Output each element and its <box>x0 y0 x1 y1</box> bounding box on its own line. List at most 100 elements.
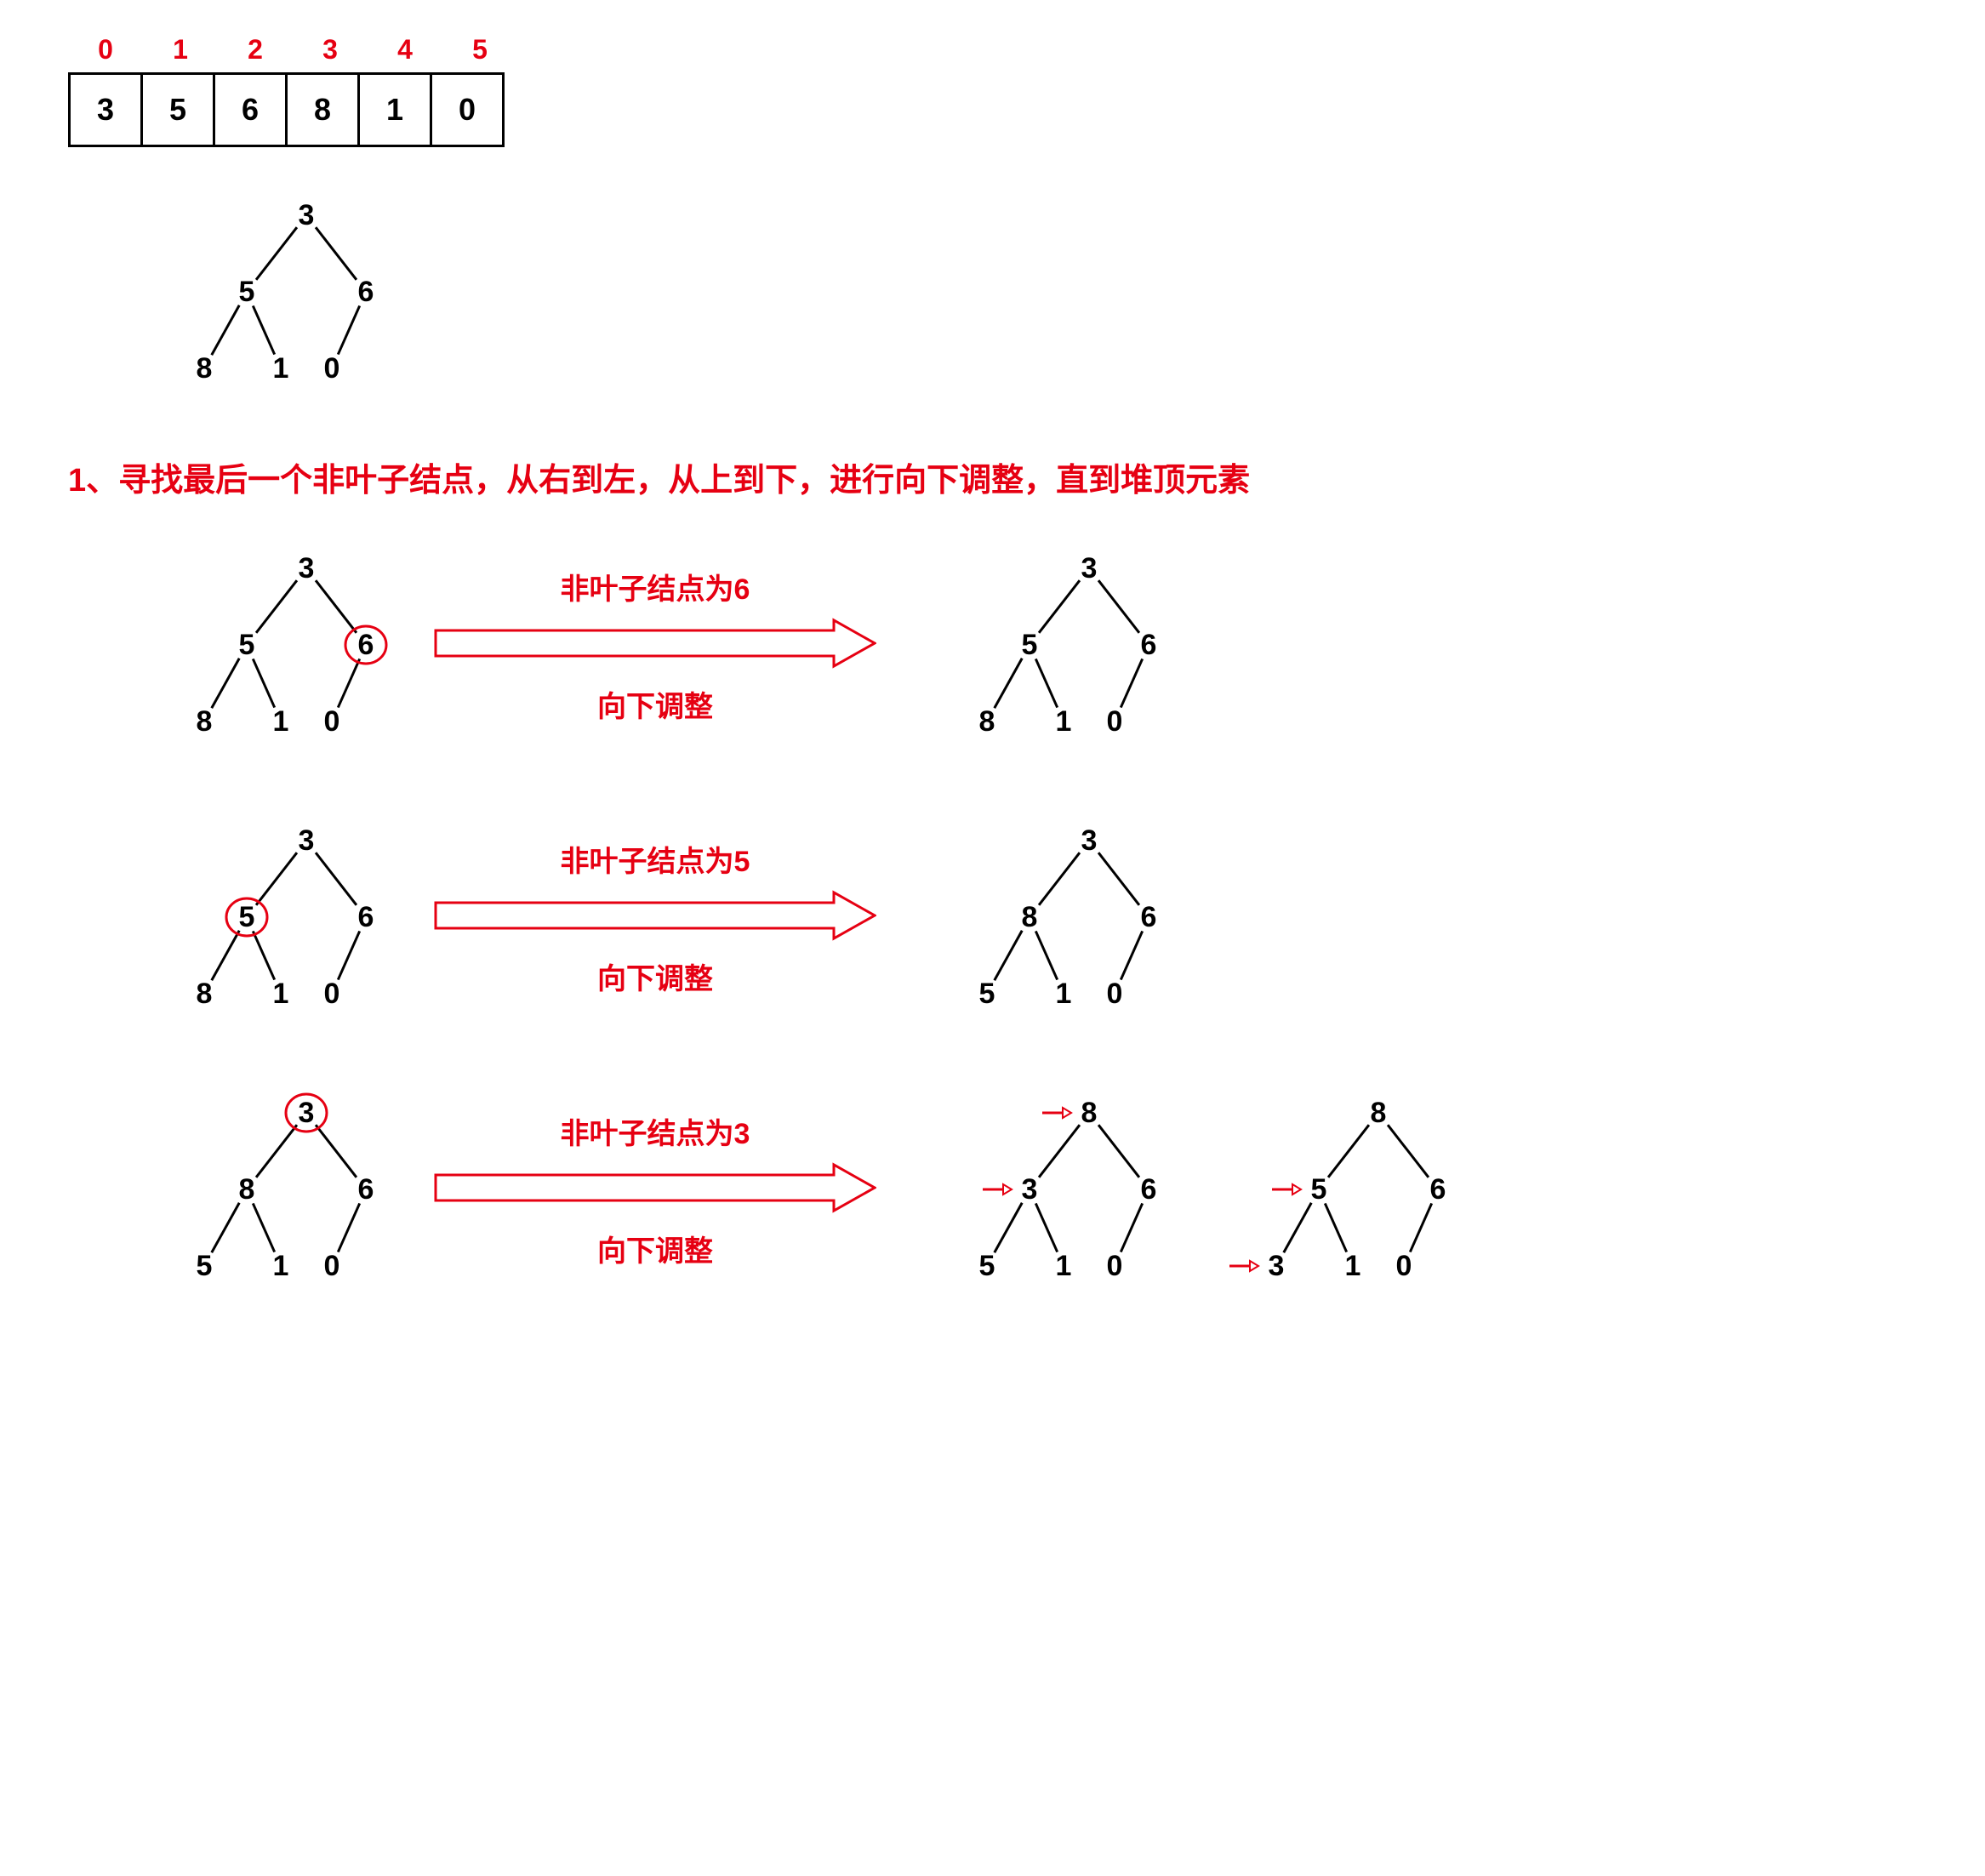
tree-node-label: 6 <box>1430 1173 1446 1206</box>
tree-edge <box>1410 1203 1431 1252</box>
tree-node-label: 0 <box>324 705 340 738</box>
tree-edge <box>338 1203 359 1252</box>
tree-node-label: 3 <box>1022 1173 1038 1206</box>
initial-tree-container: 356810 <box>136 181 1951 402</box>
tree-node-label: 8 <box>1081 1097 1098 1129</box>
tree-node-label: 6 <box>1141 901 1157 933</box>
tree-edge <box>995 931 1023 981</box>
tree-edge <box>1035 931 1057 979</box>
tree-node-label: 8 <box>197 705 213 738</box>
tree: 856310 <box>1208 1079 1480 1300</box>
tree-node-label: 3 <box>1269 1250 1285 1282</box>
tree-node-label: 1 <box>1345 1250 1361 1282</box>
tree-edge <box>253 659 274 707</box>
tree-node-label: 8 <box>197 352 213 385</box>
tree-node-label: 1 <box>1056 705 1072 738</box>
tree-edge <box>1121 931 1142 979</box>
arrow-caption-bottom: 向下调整 <box>434 955 876 997</box>
tree-edge <box>1039 580 1080 633</box>
array-indices: 012345 <box>68 34 1951 66</box>
array-cell: 8 <box>285 72 360 147</box>
tree-edge <box>1039 852 1080 905</box>
array-index: 0 <box>68 34 143 66</box>
tree-node-label: 6 <box>1141 629 1157 661</box>
small-arrow-icon <box>983 1184 1012 1195</box>
tree-edge <box>212 305 240 356</box>
big-arrow-icon <box>434 618 876 669</box>
tree: 356810 <box>136 534 408 756</box>
tree-edge <box>316 580 357 633</box>
tree-edge <box>316 1125 357 1177</box>
array-index: 3 <box>293 34 368 66</box>
step-left-tree: 356810 <box>136 534 408 756</box>
arrow-caption-bottom: 向下调整 <box>434 683 876 725</box>
tree-edge <box>253 931 274 979</box>
array-cell: 3 <box>68 72 143 147</box>
step-arrow-section: 非叶子结点为5向下调整 <box>434 828 876 1007</box>
tree-node-label: 5 <box>1311 1173 1327 1206</box>
tree-edge <box>1328 1125 1369 1177</box>
tree-edge <box>1035 659 1057 707</box>
array-cell: 6 <box>213 72 288 147</box>
tree: 836510 <box>919 1079 1191 1300</box>
tree-edge <box>1388 1125 1429 1177</box>
arrow-caption-top: 非叶子结点为6 <box>434 566 876 607</box>
tree-edge <box>316 227 357 280</box>
big-arrow-icon <box>434 890 876 941</box>
tree-node-label: 6 <box>358 629 374 661</box>
array-cell: 0 <box>430 72 505 147</box>
tree-edge <box>338 305 359 354</box>
tree-edge <box>253 1203 274 1252</box>
tree-edge <box>316 852 357 905</box>
step-right-tree: 856310 <box>1208 1079 1480 1300</box>
tree-edge <box>995 659 1023 709</box>
tree-node-label: 6 <box>1141 1173 1157 1206</box>
tree-node-label: 5 <box>239 901 255 933</box>
tree-edge <box>338 931 359 979</box>
step-row: 356810非叶子结点为6向下调整356810 <box>34 534 1951 756</box>
tree-node-label: 0 <box>1107 1250 1123 1282</box>
tree-node-label: 5 <box>1022 629 1038 661</box>
tree-node-label: 0 <box>324 352 340 385</box>
tree: 356810 <box>919 534 1191 756</box>
small-arrow-icon <box>1042 1108 1071 1118</box>
tree-node-label: 8 <box>239 1173 255 1206</box>
tree-node-label: 3 <box>299 1097 315 1129</box>
tree-edge <box>256 580 297 633</box>
tree-edge <box>1098 1125 1139 1177</box>
tree-edge <box>212 659 240 709</box>
tree-node-label: 3 <box>299 824 315 857</box>
section-title: 1、寻找最后一个非叶子结点，从右到左，从上到下，进行向下调整，直到堆顶元素 <box>68 453 1951 500</box>
steps-container: 356810非叶子结点为6向下调整356810356810非叶子结点为5向下调整… <box>34 534 1951 1300</box>
tree-edge <box>256 852 297 905</box>
tree-edge <box>1121 659 1142 707</box>
arrow-caption-bottom: 向下调整 <box>434 1228 876 1269</box>
tree-node-label: 5 <box>979 978 995 1010</box>
tree-node-label: 3 <box>1081 824 1098 857</box>
tree-edge <box>212 1203 240 1253</box>
tree-node-label: 5 <box>239 629 255 661</box>
tree-node-label: 5 <box>197 1250 213 1282</box>
arrow-caption-top: 非叶子结点为3 <box>434 1110 876 1152</box>
tree-node-label: 6 <box>358 1173 374 1206</box>
tree-node-label: 6 <box>358 901 374 933</box>
tree-edge <box>1098 580 1139 633</box>
array-cell: 1 <box>357 72 432 147</box>
tree-edge <box>995 1203 1023 1253</box>
tree-edge <box>253 305 274 354</box>
tree-edge <box>256 1125 297 1177</box>
tree-node-label: 8 <box>1371 1097 1387 1129</box>
tree: 356810 <box>136 807 408 1028</box>
step-right-tree: 386510 <box>919 807 1191 1028</box>
array-cell: 5 <box>140 72 215 147</box>
tree-edge <box>1035 1203 1057 1252</box>
big-arrow-icon <box>434 1162 876 1213</box>
tree-node-label: 1 <box>1056 1250 1072 1282</box>
tree-node-label: 0 <box>1107 978 1123 1010</box>
step-right-tree: 836510 <box>919 1079 1191 1300</box>
small-arrow-icon <box>1272 1184 1301 1195</box>
tree-node-label: 1 <box>273 978 289 1010</box>
tree-node-label: 1 <box>273 352 289 385</box>
tree-node-label: 3 <box>1081 552 1098 584</box>
tree-node-label: 0 <box>324 978 340 1010</box>
